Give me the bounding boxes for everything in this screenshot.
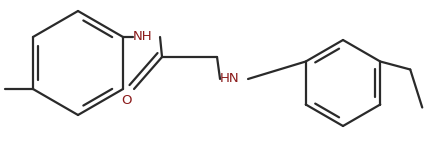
Text: O: O <box>121 94 131 107</box>
Text: NH: NH <box>133 30 153 44</box>
Text: HN: HN <box>220 72 240 86</box>
